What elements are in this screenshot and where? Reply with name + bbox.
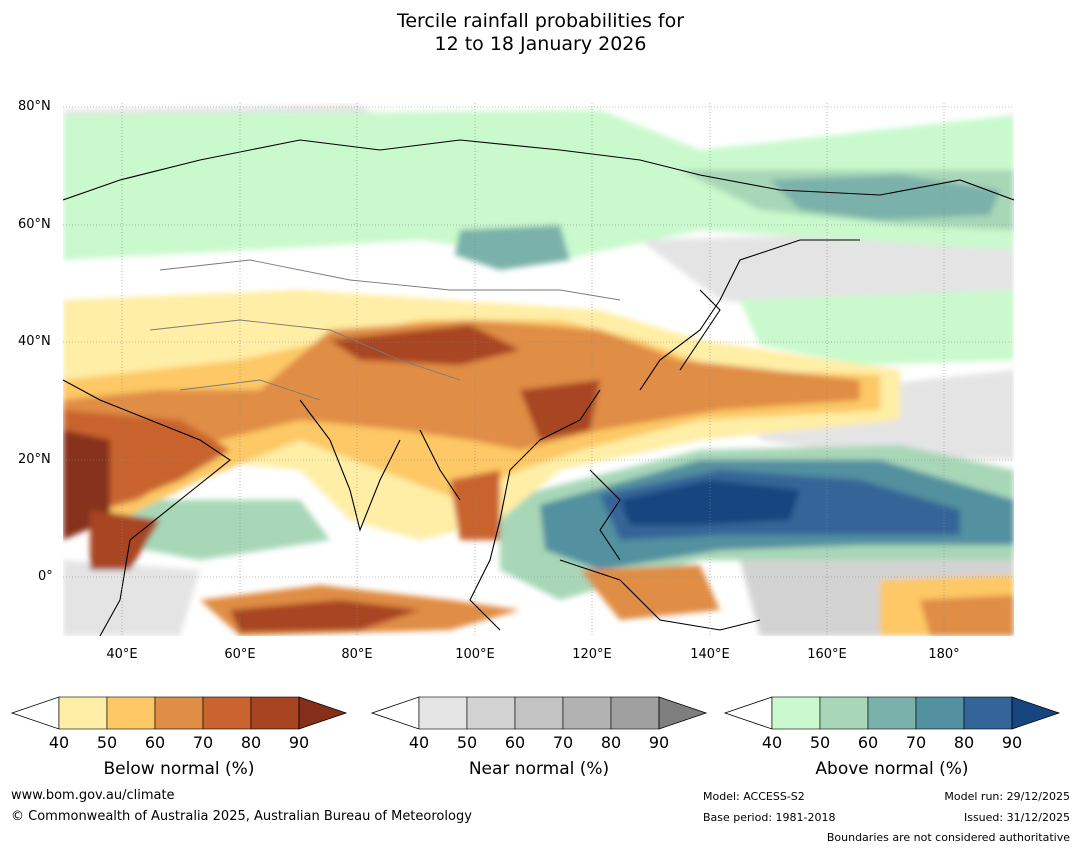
cb-near-tick-90: 90	[648, 733, 670, 752]
lat-label-40n: 40°N	[18, 334, 51, 349]
colorbar-near-extend-low	[370, 696, 420, 730]
model-run-date: Model run: 29/12/2025	[944, 790, 1070, 803]
colorbar-near-segment-50	[466, 696, 516, 730]
colorbar-near-segment-70	[562, 696, 612, 730]
website-link[interactable]: www.bom.gov.au/climate	[11, 788, 175, 803]
colorbar-above-segment-50	[819, 696, 869, 730]
map-title-line1: Tercile rainfall probabilities for	[396, 10, 685, 32]
colorbar-below-segment-70	[202, 696, 252, 730]
colorbar-above-segment-80	[963, 696, 1013, 730]
cb-near-tick-50: 50	[456, 733, 478, 752]
colorbar-above-title: Above normal (%)	[815, 759, 969, 779]
colorbar-below-extend-high	[298, 696, 348, 730]
colorbar-near-normal	[370, 696, 708, 730]
colorbar-below-segment-40	[58, 696, 108, 730]
colorbar-near-segment-60	[514, 696, 564, 730]
colorbar-above-segment-40	[771, 696, 821, 730]
lat-label-0: 0°	[38, 569, 53, 584]
colorbar-above-segment-60	[867, 696, 917, 730]
colorbar-near-segment-40	[418, 696, 468, 730]
colorbar-near-extend-high	[658, 696, 708, 730]
boundaries-disclaimer: Boundaries are not considered authoritat…	[826, 831, 1070, 844]
cb-below-tick-40: 40	[48, 733, 70, 752]
colorbar-below-segment-80	[250, 696, 300, 730]
colorbar-above-segment-70	[915, 696, 965, 730]
lon-label-180: 180°	[928, 647, 960, 662]
lat-label-20n: 20°N	[18, 452, 51, 467]
cb-below-tick-60: 60	[144, 733, 166, 752]
base-period: Base period: 1981-2018	[703, 811, 836, 824]
probability-field	[63, 103, 1014, 636]
colorbar-above-extend-high	[1011, 696, 1061, 730]
lon-label-60e: 60°E	[224, 647, 256, 662]
lon-label-160e: 160°E	[807, 647, 847, 662]
lon-label-120e: 120°E	[572, 647, 612, 662]
cb-above-tick-70: 70	[905, 733, 927, 752]
cb-below-tick-90: 90	[288, 733, 310, 752]
cb-below-tick-70: 70	[192, 733, 214, 752]
colorbar-below-segment-60	[154, 696, 204, 730]
copyright-text: © Commonwealth of Australia 2025, Austra…	[11, 809, 472, 824]
colorbar-below-segment-50	[106, 696, 156, 730]
cb-above-tick-90: 90	[1001, 733, 1023, 752]
model-name: Model: ACCESS-S2	[703, 790, 805, 803]
cb-near-tick-40: 40	[408, 733, 430, 752]
issued-date: Issued: 31/12/2025	[963, 811, 1070, 824]
lon-label-100e: 100°E	[455, 647, 495, 662]
cb-above-tick-60: 60	[857, 733, 879, 752]
colorbar-below-extend-low	[10, 696, 60, 730]
colorbar-above-normal	[723, 696, 1061, 730]
cb-above-tick-50: 50	[809, 733, 831, 752]
cb-near-tick-60: 60	[504, 733, 526, 752]
lon-label-140e: 140°E	[690, 647, 730, 662]
colorbar-below-normal	[10, 696, 348, 730]
cb-below-tick-50: 50	[96, 733, 118, 752]
lon-label-80e: 80°E	[341, 647, 373, 662]
colorbar-above-extend-low	[723, 696, 773, 730]
colorbar-below-title: Below normal (%)	[103, 759, 255, 779]
colorbar-near-segment-80	[610, 696, 660, 730]
cb-above-tick-80: 80	[953, 733, 975, 752]
lat-label-60n: 60°N	[18, 217, 51, 232]
cb-near-tick-80: 80	[600, 733, 622, 752]
lat-label-80n: 80°N	[18, 99, 51, 114]
cb-above-tick-40: 40	[761, 733, 783, 752]
lon-label-40e: 40°E	[106, 647, 138, 662]
colorbar-near-title: Near normal (%)	[468, 759, 610, 779]
cb-near-tick-70: 70	[552, 733, 574, 752]
cb-below-tick-80: 80	[240, 733, 262, 752]
map-title-line2: 12 to 18 January 2026	[434, 33, 647, 55]
